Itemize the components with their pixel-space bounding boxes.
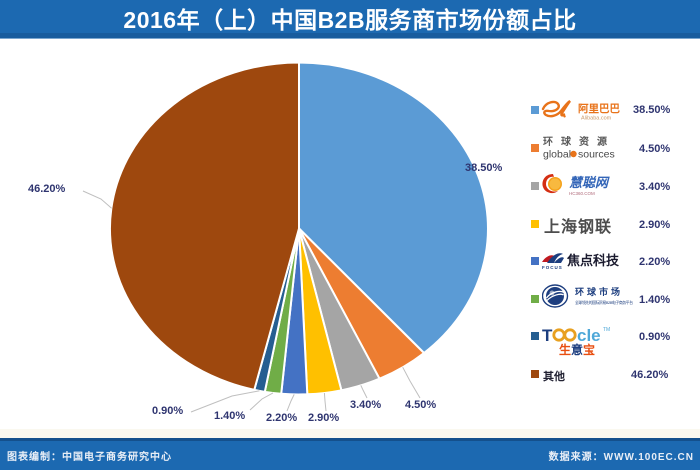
svg-text:阿里巴巴: 阿里巴巴 — [578, 103, 620, 115]
svg-text:FOCUS: FOCUS — [542, 265, 563, 270]
svg-text:环球资源: 环球资源 — [543, 135, 615, 148]
svg-text:global: global — [543, 149, 571, 161]
svg-text:T: T — [542, 326, 553, 345]
svg-text:慧聪网: 慧聪网 — [569, 175, 610, 190]
svg-text:Alibaba.com: Alibaba.com — [581, 116, 612, 122]
svg-text:cle: cle — [577, 326, 601, 345]
svg-text:环球市场: 环球市场 — [575, 286, 623, 297]
svg-text:HC360.COM: HC360.COM — [569, 191, 595, 196]
svg-text:TM: TM — [603, 327, 610, 333]
svg-text:焦点科技: 焦点科技 — [566, 253, 620, 268]
svg-text:sources: sources — [578, 149, 615, 161]
svg-text:全球领先的国际贸易B2B电子商务平台: 全球领先的国际贸易B2B电子商务平台 — [575, 300, 633, 305]
svg-text:生意宝: 生意宝 — [559, 342, 595, 356]
